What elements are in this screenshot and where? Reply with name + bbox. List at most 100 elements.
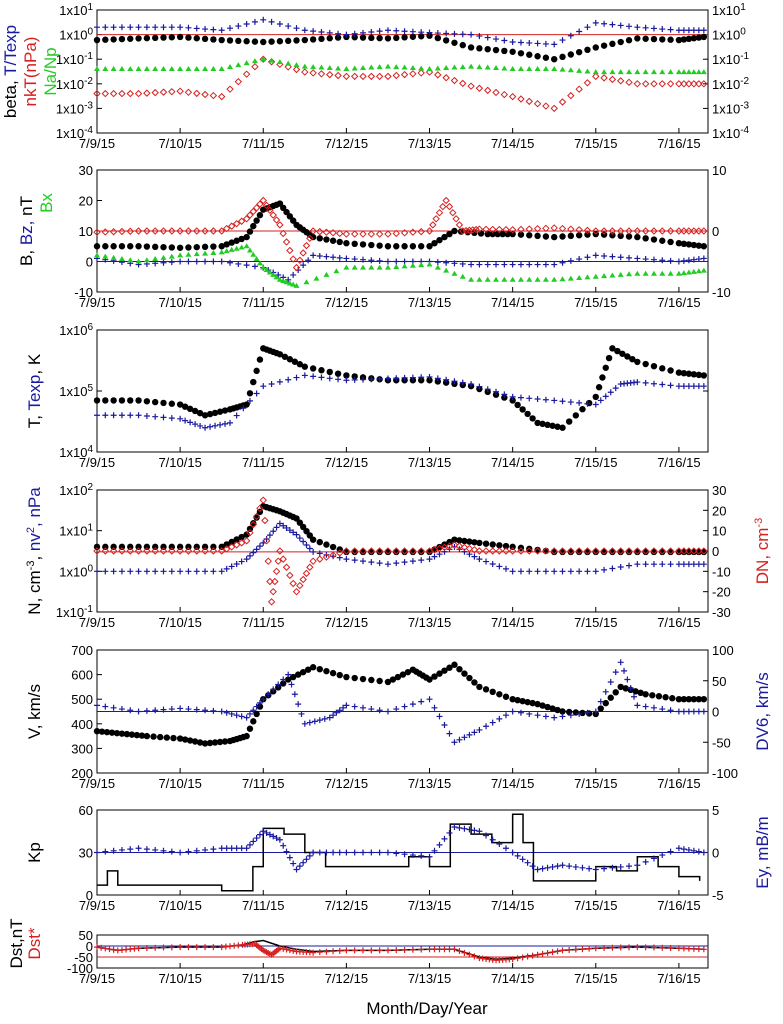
data-point: [316, 949, 323, 956]
data-point: [685, 35, 693, 43]
data-point: [226, 85, 234, 93]
data-point: [359, 548, 367, 556]
data-point: [238, 533, 245, 541]
data-point: [551, 568, 558, 575]
data-point: [384, 27, 391, 34]
data-point: [310, 64, 317, 70]
data-point: [426, 853, 433, 860]
data-point: [409, 701, 416, 708]
data-point: [468, 276, 475, 282]
data-point: [393, 706, 400, 713]
data-point: [286, 356, 294, 363]
data-point: [367, 72, 376, 81]
data-point: [519, 954, 526, 961]
data-point: [501, 47, 508, 55]
data-point: [201, 35, 209, 43]
data-point: [551, 56, 558, 63]
data-point: [690, 548, 698, 556]
data-point: [152, 707, 159, 714]
data-point: [484, 34, 491, 41]
x-tick-label: 7/11/15: [242, 615, 284, 630]
data-point: [542, 65, 549, 71]
data-point: [359, 34, 367, 41]
data-point: [289, 579, 297, 588]
data-point: [425, 68, 434, 76]
data-point: [450, 541, 459, 549]
y2-tick-label: -10: [712, 564, 731, 579]
data-point: [310, 548, 317, 555]
data-point: [700, 243, 708, 250]
data-point: [135, 845, 142, 852]
data-point: [525, 225, 533, 233]
data-point: [160, 259, 167, 266]
y-axis-label: Kp: [25, 842, 44, 863]
chart-panel-density: 1x10-11x1001x1011x102-30-20-1001020307/9…: [25, 482, 772, 630]
y-tick-label: 1x104: [59, 444, 93, 460]
y-tick-label: 1x10-3: [56, 100, 94, 116]
data-point: [326, 70, 334, 79]
data-point: [600, 548, 608, 556]
data-point: [260, 696, 267, 703]
data-point: [602, 688, 609, 695]
data-point: [318, 374, 325, 381]
data-point: [441, 667, 448, 674]
data-point: [624, 676, 631, 683]
data-point: [280, 945, 287, 952]
data-point: [529, 952, 536, 959]
data-point: [690, 256, 697, 263]
series-v: [93, 661, 708, 747]
data-point: [290, 947, 297, 954]
data-point: [501, 394, 508, 401]
data-point: [309, 36, 317, 43]
data-point: [177, 65, 184, 71]
data-point: [489, 836, 496, 843]
y-axis-label: beta, T/Texp: [1, 25, 20, 118]
data-point: [316, 235, 323, 242]
data-point: [426, 548, 433, 556]
data-point: [143, 24, 150, 31]
data-point: [285, 60, 292, 66]
x-tick-label: 7/10/15: [158, 136, 201, 151]
y-tick-label: 30: [79, 846, 93, 861]
data-point: [601, 865, 608, 872]
data-point: [617, 38, 624, 46]
data-point: [94, 849, 100, 856]
data-point: [232, 219, 241, 228]
data-point: [218, 258, 225, 265]
data-point: [351, 256, 358, 263]
data-point: [475, 84, 484, 92]
data-point: [418, 65, 425, 71]
data-point: [501, 391, 508, 398]
y2-tick-label: -10: [712, 285, 731, 300]
y-tick-label: 400: [71, 717, 93, 732]
data-point: [350, 230, 359, 238]
data-point: [94, 702, 100, 709]
data-point: [666, 547, 675, 555]
data-point: [202, 26, 209, 33]
y-tick-label: -50: [74, 950, 93, 965]
data-point: [246, 552, 253, 559]
data-point: [499, 230, 506, 238]
data-point: [600, 547, 608, 555]
series-na-np: [94, 56, 707, 75]
data-point: [168, 34, 176, 41]
data-point: [202, 707, 209, 714]
data-point: [279, 229, 287, 238]
data-point: [326, 29, 333, 36]
data-point: [445, 202, 454, 211]
data-point: [293, 282, 300, 288]
data-point: [434, 264, 441, 270]
data-point: [675, 547, 683, 555]
data-point: [489, 560, 496, 567]
data-point: [143, 547, 151, 555]
data-point: [309, 536, 317, 543]
data-point: [625, 227, 633, 235]
data-point: [409, 243, 417, 250]
data-point: [251, 263, 258, 270]
data-point: [642, 944, 649, 951]
data-point: [343, 548, 350, 556]
data-point: [595, 384, 603, 391]
data-point: [326, 375, 333, 382]
data-point: [152, 260, 159, 267]
data-point: [502, 845, 509, 852]
